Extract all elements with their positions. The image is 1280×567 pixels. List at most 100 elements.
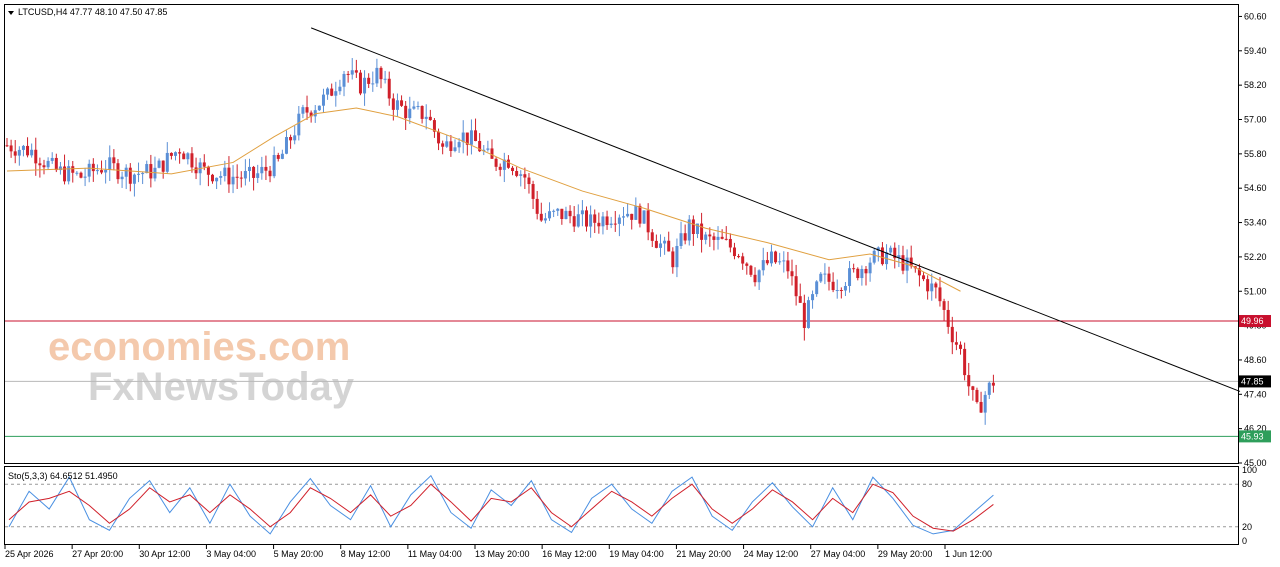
candle-body	[391, 98, 395, 110]
candle-body	[954, 342, 958, 345]
candle-body	[695, 223, 699, 235]
candle-body	[835, 290, 839, 292]
candle-body	[572, 216, 576, 227]
candle-body	[182, 153, 186, 160]
candle-body	[704, 234, 708, 240]
trendline[interactable]	[310, 27, 1241, 392]
candle-body	[585, 210, 589, 227]
resistance-tag	[1239, 315, 1271, 328]
candle-body	[646, 210, 650, 233]
y-tick-label: 55.80	[1244, 149, 1267, 159]
candle-body	[441, 143, 445, 147]
candle-body	[252, 166, 256, 178]
candle-body	[358, 72, 362, 94]
candle-body	[239, 177, 243, 179]
candle-body	[568, 210, 572, 217]
candle-body	[757, 270, 761, 283]
candle-body	[297, 113, 301, 136]
y-tick-label: 47.40	[1244, 389, 1267, 399]
candle-body	[626, 213, 630, 217]
candle-body	[889, 247, 893, 253]
candle-body	[732, 247, 736, 257]
watermark-line1: economies.com	[48, 325, 350, 369]
candle-body	[272, 154, 276, 177]
candle-body	[395, 100, 399, 110]
candle-body	[864, 268, 868, 274]
y-tick-label: 46.20	[1244, 424, 1267, 434]
candle-body	[161, 160, 165, 172]
candle-body	[219, 176, 223, 178]
candle-body	[437, 131, 441, 144]
candle-body	[474, 130, 478, 141]
candle-body	[9, 145, 13, 152]
candle-body	[116, 163, 120, 180]
level-tags: 49.96 47.85 45.93	[1239, 315, 1271, 443]
y-tick-label: 48.60	[1244, 355, 1267, 365]
candle-body	[979, 401, 983, 413]
candle-body	[346, 73, 350, 75]
main-chart-frame	[4, 4, 1239, 464]
candle-body	[494, 158, 498, 167]
candle-body	[30, 149, 34, 156]
candle-body	[145, 164, 149, 174]
y-tick-label: 54.60	[1244, 183, 1267, 193]
candle-body	[589, 214, 593, 227]
y-tick-label: 60.60	[1244, 11, 1267, 21]
stoch-tick-label: 0	[1242, 536, 1247, 546]
candle-body	[280, 153, 284, 159]
candle-body	[100, 170, 104, 173]
candle-body	[354, 70, 358, 73]
candle-body	[556, 208, 560, 211]
candle-body	[712, 236, 716, 240]
candle-body	[737, 256, 741, 258]
candle-body	[317, 105, 321, 111]
candle-body	[83, 176, 87, 178]
candle-body	[38, 163, 42, 166]
candle-body	[630, 213, 634, 220]
y-tick-label: 59.40	[1244, 46, 1267, 56]
candle-body	[658, 243, 662, 248]
candle-body	[802, 302, 806, 328]
candle-body	[593, 214, 597, 223]
candle-body	[465, 132, 469, 145]
candle-body	[490, 148, 494, 159]
candle-body	[506, 159, 510, 168]
candle-body	[34, 149, 38, 164]
x-tick-label: 24 May 12:00	[744, 549, 799, 559]
candle-body	[178, 152, 182, 154]
candle-body	[289, 137, 293, 141]
candle-body	[293, 135, 297, 141]
watermark: economies.com FxNewsToday	[48, 325, 355, 409]
candle-body	[5, 145, 9, 147]
x-tick-label: 1 Jun 12:00	[945, 549, 992, 559]
dropdown-triangle-icon[interactable]	[8, 11, 14, 15]
candle-body	[50, 157, 54, 161]
candle-body	[46, 160, 50, 168]
oscillator-frame	[4, 466, 1239, 545]
candle-body	[519, 174, 523, 176]
candle-body	[206, 166, 210, 175]
candle-body	[724, 238, 728, 240]
stoch-tick-label: 80	[1242, 479, 1252, 489]
candle-body	[683, 233, 687, 241]
candle-body	[469, 130, 473, 145]
x-tick-label: 5 May 20:00	[274, 549, 324, 559]
candle-body	[934, 283, 938, 288]
candle-body	[478, 140, 482, 152]
candle-body	[745, 263, 749, 266]
candle-body	[761, 260, 765, 271]
candle-body	[276, 154, 280, 159]
candle-body	[597, 222, 601, 227]
candle-body	[716, 236, 720, 240]
candle-body	[169, 152, 173, 156]
y-tick-label: 51.00	[1244, 286, 1267, 296]
candle-body	[432, 120, 436, 132]
candle-body	[843, 285, 847, 291]
candle-body	[13, 151, 17, 156]
candle-body	[831, 281, 835, 291]
candle-body	[223, 167, 227, 177]
candle-body	[243, 170, 247, 179]
candle-body	[157, 160, 161, 168]
candle-body	[91, 163, 95, 172]
